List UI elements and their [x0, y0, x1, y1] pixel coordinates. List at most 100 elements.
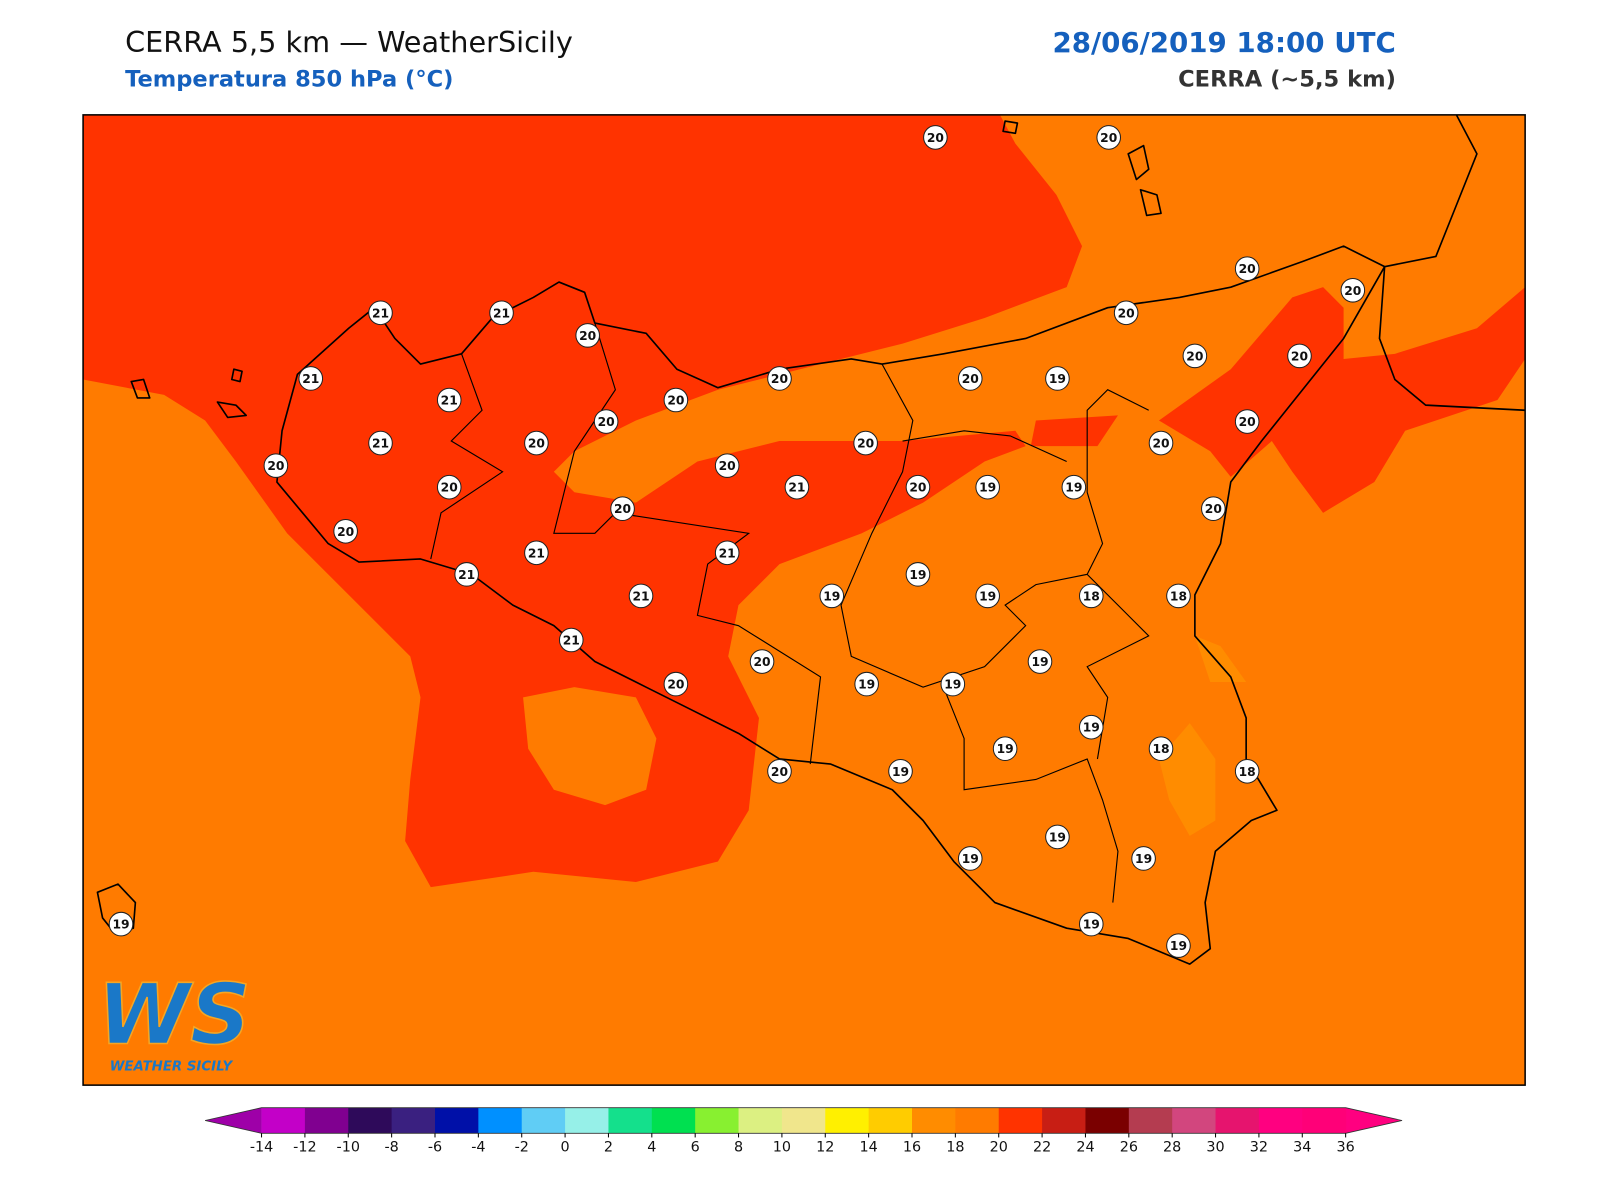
- colorbar-segment: [825, 1107, 870, 1134]
- colorbar-tick-label: 16: [903, 1140, 921, 1156]
- station-value: 18: [1170, 589, 1187, 603]
- colorbar-extend-high: [1345, 1107, 1403, 1134]
- station-marker: [923, 125, 948, 150]
- station-marker: [1045, 824, 1070, 850]
- station-marker: [767, 758, 792, 784]
- colorbar-tick-label: 10: [773, 1140, 791, 1156]
- station-marker: [714, 453, 740, 478]
- colorbar-tick-label: 20: [990, 1140, 1008, 1156]
- logo-mark: WS: [97, 965, 250, 1063]
- logo: WS WEATHER SICILY: [97, 965, 252, 1075]
- station-value: 21: [493, 306, 510, 320]
- station-marker: [333, 518, 358, 544]
- station-value: 20: [719, 459, 736, 473]
- colorbar-tick-label: -8: [384, 1140, 398, 1156]
- station-marker: [628, 583, 654, 609]
- station-value: 19: [1049, 372, 1066, 386]
- colorbar-tick-label: 26: [1120, 1140, 1138, 1156]
- colorbar-tick-label: -12: [293, 1140, 316, 1156]
- colorbar-segment: [1128, 1107, 1173, 1134]
- station-marker: [298, 366, 324, 391]
- field-cool: [1158, 723, 1216, 836]
- colorbar-segment: [348, 1107, 393, 1134]
- station-value: 20: [962, 372, 979, 386]
- station-marker: [1078, 714, 1104, 740]
- station-value: 19: [1049, 830, 1066, 844]
- station-value: 20: [579, 329, 596, 343]
- station-marker: [524, 430, 549, 456]
- station-marker: [1078, 911, 1104, 937]
- station-value: 20: [909, 481, 926, 495]
- colorbar-segment: [261, 1107, 306, 1134]
- station-marker: [1201, 496, 1226, 522]
- colorbar-tick-label: -10: [337, 1140, 360, 1156]
- station-value: 19: [892, 765, 909, 779]
- station-value: 21: [372, 437, 389, 451]
- station-value: 18: [1083, 589, 1100, 603]
- station-marker: [1234, 409, 1260, 434]
- colorbar-tick-label: -4: [471, 1140, 485, 1156]
- field-cool: [1194, 635, 1247, 683]
- colorbar-tick-label: 0: [561, 1140, 570, 1156]
- station-value: 20: [1344, 284, 1361, 298]
- station-value: 20: [267, 459, 284, 473]
- station-marker: [610, 496, 635, 522]
- station-marker: [368, 300, 393, 326]
- station-value: 18: [1152, 742, 1169, 756]
- subtitle: Temperatura 850 hPa (°C): [125, 67, 453, 93]
- station-value: 19: [909, 568, 926, 582]
- colorbar-segment: [1215, 1107, 1260, 1134]
- station-value: 20: [1118, 306, 1135, 320]
- station-marker: [888, 758, 913, 784]
- colorbar-segment: [565, 1107, 609, 1134]
- station-value: 19: [979, 589, 996, 603]
- station-marker: [1078, 583, 1104, 609]
- station-marker: [436, 474, 462, 500]
- station-value: 20: [614, 502, 631, 516]
- station-marker: [957, 846, 983, 871]
- station-value: 21: [788, 481, 805, 495]
- station-marker: [663, 671, 689, 697]
- station-marker: [108, 911, 134, 937]
- coastline: [276, 245, 1386, 965]
- station-marker: [454, 562, 479, 587]
- colorbar-tick-label: 6: [691, 1140, 700, 1156]
- station-marker: [1166, 583, 1191, 609]
- station-marker: [749, 649, 775, 674]
- station-value: 19: [962, 852, 979, 866]
- title: CERRA 5,5 km — WeatherSicily: [125, 25, 573, 59]
- station-value: 20: [1152, 437, 1169, 451]
- station-value: 20: [667, 394, 684, 408]
- station-value: 20: [771, 372, 788, 386]
- station-marker: [1061, 474, 1087, 500]
- station-value: 20: [1291, 349, 1308, 363]
- station-marker: [1234, 758, 1260, 784]
- station-value: 20: [1186, 349, 1203, 363]
- station-marker: [436, 387, 462, 413]
- station-value: 19: [1065, 481, 1082, 495]
- station-marker: [714, 540, 740, 566]
- island: [1002, 120, 1162, 217]
- station-marker: [854, 671, 879, 697]
- station-value: 21: [441, 394, 458, 408]
- station-value: 20: [441, 481, 458, 495]
- station-value: 20: [753, 655, 770, 669]
- colorbar-tick-label: 4: [647, 1140, 656, 1156]
- station-marker: [1096, 125, 1122, 150]
- colorbar-tick-label: 28: [1163, 1140, 1181, 1156]
- station-value: 21: [372, 306, 389, 320]
- colorbar-tick-label: 12: [816, 1140, 834, 1156]
- colorbar-segment: [912, 1107, 956, 1134]
- station-value: 20: [1100, 131, 1117, 145]
- station-value: 20: [528, 437, 545, 451]
- field-warm: [1030, 415, 1118, 447]
- colorbar-tick-label: -6: [428, 1140, 442, 1156]
- station-marker: [663, 387, 689, 413]
- station-marker: [1045, 366, 1070, 391]
- field-hole: [523, 687, 657, 806]
- colorbar-segment: [955, 1107, 1000, 1134]
- colorbar-segment: [391, 1107, 436, 1134]
- island: [96, 883, 137, 935]
- station-marker: [1148, 736, 1174, 762]
